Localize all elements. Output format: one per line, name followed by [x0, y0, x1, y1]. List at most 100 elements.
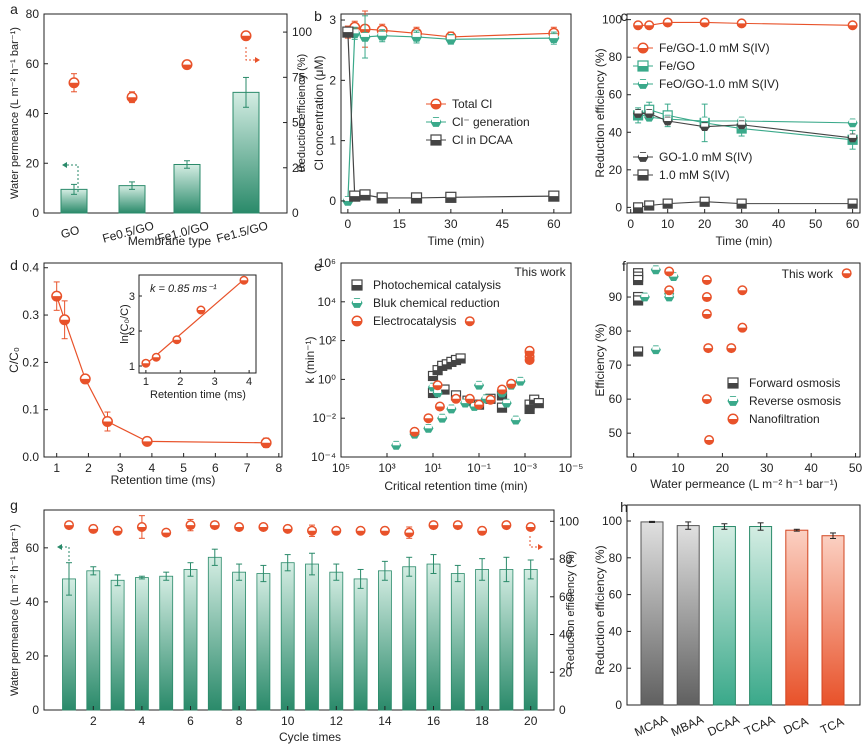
point-d-1-half	[60, 315, 69, 320]
ytick-a-3: 60	[26, 57, 40, 71]
point-e-1-11-half	[475, 381, 483, 386]
xtick-g-0: 2	[90, 714, 97, 728]
point-e-0-6-half	[428, 375, 438, 381]
xtick-b-0: 0	[345, 217, 352, 231]
legend-c-2-label: FeO/GO-1.0 mM S(IV)	[659, 77, 779, 91]
ytick-f-3: 80	[609, 324, 623, 338]
bar-cycle-6	[183, 569, 198, 711]
legend-e-0-marker-half	[352, 285, 362, 290]
y2tick-g-0: 0	[559, 703, 566, 717]
ytick-g-3: 60	[26, 541, 40, 555]
xtick-c-1: 10	[661, 217, 675, 231]
bar-cycle-9	[256, 573, 271, 711]
legend-c-3-label: GO-1.0 mM S(IV)	[659, 150, 752, 164]
legend-b-2-marker-half	[431, 140, 441, 145]
point-e-2-14-half	[466, 317, 474, 322]
xtick-d-3: 4	[149, 461, 156, 475]
arrow-right-orange	[245, 47, 258, 61]
xtick-d-4: 5	[180, 461, 187, 475]
xtick-b-2: 30	[444, 217, 458, 231]
ytick-e-0: 10⁻⁴	[311, 450, 336, 464]
point-f-2-6-half	[703, 395, 711, 400]
y2tick-a-0: 0	[292, 206, 299, 220]
ytick-h-4: 80	[609, 551, 623, 565]
legend-c-1-marker-half	[638, 66, 648, 71]
bar-dca	[785, 529, 809, 706]
xlabel-g: Cycle times	[279, 730, 341, 744]
bar-tcaa	[749, 526, 773, 706]
point-c-3-2-half	[664, 117, 672, 122]
point-c-1-4-half	[737, 128, 747, 134]
ylabel-e: k (min⁻¹)	[303, 337, 317, 384]
bar-dcaa	[712, 526, 736, 706]
point-efficiency-g-3-half	[138, 523, 146, 527]
panel-letter-f: f	[622, 258, 626, 274]
bar-cycle-15	[402, 566, 417, 711]
xtick-g-4: 10	[281, 714, 295, 728]
legend-e-0-label: Photochemical catalysis	[373, 278, 501, 292]
legend-e-2-marker-half	[353, 317, 361, 321]
ytick-c-2: 40	[609, 125, 623, 139]
ytick-c-3: 60	[609, 88, 623, 102]
point-c-4-0-half	[633, 207, 643, 212]
point-e-1-4-half	[447, 405, 455, 409]
y2tick-g-1: 20	[559, 665, 573, 679]
point-c-0-3-half	[701, 18, 709, 23]
ytick-g-0: 0	[32, 703, 39, 717]
point-d-5-half	[262, 438, 271, 443]
point-efficiency-3-half	[242, 31, 250, 36]
ytick-c-1: 20	[609, 163, 623, 177]
legend-c-0-label: Fe/GO-1.0 mM S(IV)	[659, 41, 770, 55]
y2tick-g-4: 80	[559, 552, 573, 566]
point-e-1-12-half	[503, 399, 511, 404]
point-e-2-4-half	[466, 395, 474, 399]
inset-point-0-half	[142, 360, 149, 364]
bar-cycle-14	[377, 570, 392, 711]
bar-permeance-3	[232, 91, 260, 214]
arrowhead-orange	[255, 57, 260, 63]
xtick-d-5: 6	[212, 461, 219, 475]
xtick-d-2: 3	[117, 461, 124, 475]
point-efficiency-g-7-half	[235, 523, 243, 527]
panel-letter-e: e	[314, 258, 322, 274]
point-b-2-5-half	[445, 197, 456, 203]
point-efficiency-1-half	[128, 93, 136, 98]
point-c-0-2-half	[664, 18, 672, 23]
point-e-2-7-half	[498, 386, 506, 390]
point-efficiency-g-10-half	[308, 527, 316, 531]
xtick-g-8: 18	[475, 714, 489, 728]
xtick-h-2: DCAA	[705, 712, 741, 739]
y2label-a: Reduction efficiency (%)	[296, 54, 308, 172]
xtick-c-6: 60	[846, 217, 860, 231]
point-c-2-4-half	[738, 117, 746, 122]
point-efficiency-g-11-half	[332, 527, 340, 531]
panel-letter-d: d	[10, 257, 18, 273]
bar-cycle-19	[499, 569, 514, 711]
point-efficiency-g-4-half	[162, 529, 170, 533]
point-b-2-4-half	[411, 197, 422, 203]
xtick-e-4: 10⁻³	[513, 461, 537, 475]
xtick-a-3: Fe1.5/GO	[215, 218, 270, 245]
point-e-2-5-half	[475, 401, 483, 405]
bar-cycle-17	[450, 573, 465, 711]
point-c-4-5-half	[848, 203, 858, 209]
inset-k-label: k = 0.85 ms⁻¹	[150, 283, 217, 295]
inset-xlabel: Retention time (ms)	[150, 389, 246, 401]
bar-cycle-11	[305, 563, 319, 711]
ylabel-c: Reduction efficiency (%)	[593, 48, 607, 177]
xtick-f-4: 40	[805, 461, 819, 475]
xtick-d-6: 7	[244, 461, 251, 475]
bar-cycle-13	[353, 578, 368, 711]
bar-cycle-18	[475, 569, 490, 711]
point-efficiency-g-15-half	[430, 521, 437, 526]
point-f-2-11-half	[843, 269, 851, 274]
bar-mcaa	[640, 521, 664, 706]
ytick-g-1: 20	[26, 649, 40, 663]
xtick-f-3: 30	[760, 461, 774, 475]
point-e-1-7-half	[482, 395, 490, 399]
legend-f-0-marker-half	[728, 383, 738, 388]
bar-cycle-4	[134, 577, 149, 711]
legend-b-2-label: Cl in DCAA	[452, 133, 513, 147]
bar-cycle-16	[426, 563, 441, 711]
bar-permeance-2	[173, 163, 201, 214]
